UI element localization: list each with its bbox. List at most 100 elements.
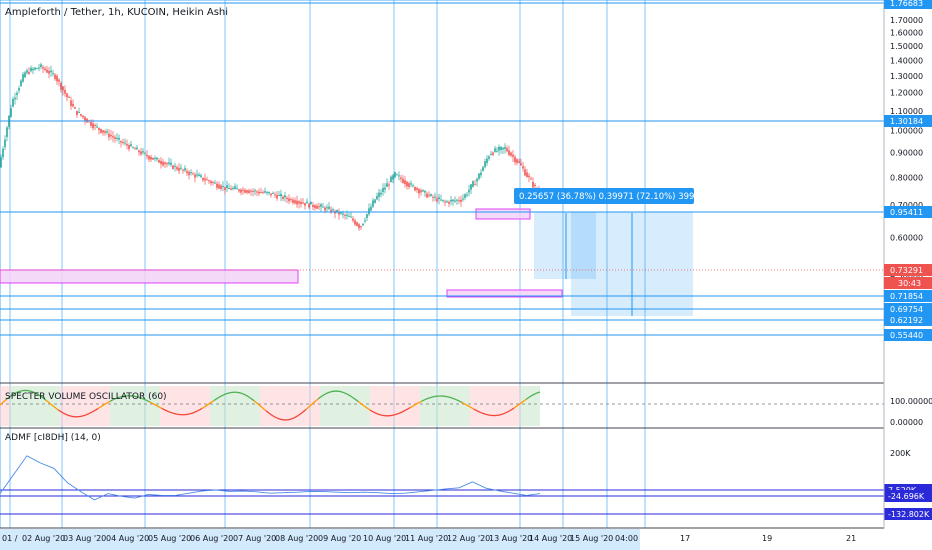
osc-segment: [209, 401, 213, 404]
osc-segment: [469, 406, 473, 409]
osc-segment: [151, 402, 155, 405]
candle-body: [32, 68, 34, 71]
candle-body: [452, 199, 454, 202]
candle-body: [460, 199, 462, 202]
osc-band: [30, 386, 40, 426]
candle-body: [406, 181, 408, 187]
price-line-label-bg: [884, 115, 932, 127]
osc-segment: [463, 403, 467, 406]
osc-segment: [105, 401, 109, 405]
candle-body: [462, 198, 464, 200]
price-line-label-bg: [884, 206, 932, 218]
candle-body: [36, 68, 38, 70]
osc-segment: [205, 404, 209, 407]
osc-band: [140, 386, 150, 426]
candle-body: [12, 98, 14, 107]
candle-body: [68, 96, 70, 98]
osc-band: [460, 386, 470, 426]
candle-body: [4, 139, 6, 148]
osc-segment: [267, 411, 271, 415]
osc-segment: [197, 409, 201, 412]
osc-segment: [117, 396, 121, 399]
candle-body: [434, 196, 436, 198]
candle-body: [364, 220, 366, 222]
candle-body: [110, 134, 112, 137]
time-tick-label: 08 Aug '20: [275, 534, 318, 543]
osc-segment: [163, 408, 167, 412]
candle-body: [476, 178, 478, 182]
osc-segment: [315, 398, 319, 402]
osc-band: [350, 386, 360, 426]
osc-segment: [239, 392, 243, 395]
osc-segment: [471, 407, 475, 410]
measure-label: 0.25657 (36.78%) 0.39971 (72.10%) 39971: [519, 192, 705, 202]
admf-level-bg: [884, 508, 932, 520]
candle-body: [308, 203, 310, 208]
osc-segment: [349, 395, 353, 398]
candle-body: [46, 69, 48, 73]
osc-segment: [31, 391, 35, 394]
osc-segment: [353, 397, 357, 401]
time-tick-label: 19: [762, 534, 772, 543]
osc-segment: [413, 403, 417, 406]
osc-segment: [299, 412, 303, 415]
candle-body: [456, 199, 458, 201]
candle-body: [210, 181, 212, 184]
osc-segment: [345, 392, 349, 396]
candle-body: [442, 199, 444, 201]
osc-band: [70, 386, 80, 426]
osc-segment: [359, 402, 363, 405]
candle-body: [54, 74, 56, 79]
osc-segment: [247, 395, 251, 399]
osc-segment: [169, 411, 173, 414]
osc-segment: [63, 412, 67, 416]
candle-body: [322, 206, 324, 208]
osc-band: [330, 386, 340, 426]
osc-band: [210, 386, 220, 426]
candle-body: [182, 169, 184, 171]
candle-body: [272, 193, 274, 195]
candle-body: [440, 199, 442, 201]
osc-segment: [321, 394, 325, 397]
candle-body: [82, 115, 84, 118]
horizontal-lines[interactable]: [0, 2, 884, 336]
osc-segment: [227, 392, 231, 394]
osc-segment: [519, 401, 523, 405]
candle-body: [134, 148, 136, 150]
price-line-label: 0.62192: [890, 316, 923, 325]
candle-body: [164, 162, 166, 165]
supply-zone-left: [0, 269, 299, 284]
countdown-label: 30:43: [898, 279, 921, 288]
candle-body: [6, 127, 8, 137]
candle-body: [236, 188, 238, 190]
candle-body: [288, 198, 290, 202]
time-tick-label: 09 Aug '20: [318, 534, 361, 543]
osc-segment: [507, 410, 511, 413]
osc-segment: [147, 400, 151, 403]
candle-body: [472, 181, 474, 187]
osc-segment: [367, 408, 371, 411]
osc-band: [190, 386, 200, 426]
candle-body: [208, 180, 210, 182]
osc-segment: [325, 392, 329, 395]
candle-body: [508, 150, 510, 156]
candle-body: [330, 209, 332, 213]
osc-band: [60, 386, 70, 426]
candle-body: [266, 191, 268, 193]
candle-body: [300, 201, 302, 205]
osc-segment: [535, 392, 539, 395]
candle-body: [142, 151, 144, 153]
candle-body: [526, 172, 528, 178]
osc-band: [110, 386, 120, 426]
specter-title: SPECTER VOLUME OSCILLATOR (60): [5, 392, 167, 402]
osc-segment: [327, 391, 331, 394]
candle-body: [98, 127, 100, 130]
osc-segment: [409, 406, 413, 409]
candle-body: [412, 185, 414, 187]
candle-body: [132, 147, 134, 149]
demand-zone: [446, 289, 563, 298]
osc-segment: [45, 399, 49, 403]
admf-level-label: -24.696K: [888, 492, 925, 501]
